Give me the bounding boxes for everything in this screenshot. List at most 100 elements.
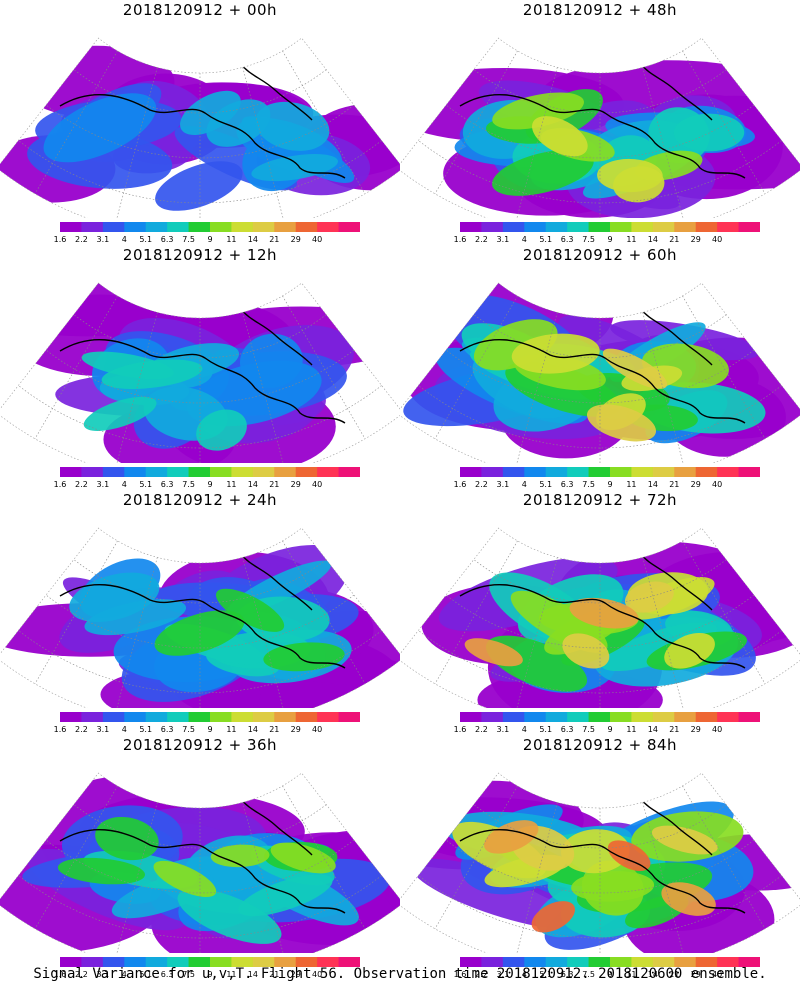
forecast-panel: 2018120912 + 48h 1.6 2.2 3.1 4 5.1 6.3 7.5 9 11 14… bbox=[400, 0, 800, 245]
color-bar-tick-label: 2.2 bbox=[475, 480, 488, 489]
color-bar-segment bbox=[631, 712, 654, 722]
color-bar-segment bbox=[188, 957, 211, 967]
color-bar-segment bbox=[717, 467, 739, 477]
color-bar-tick-label: 9 bbox=[207, 480, 213, 489]
color-bar-tick-label: 4 bbox=[521, 235, 527, 244]
color-bar-segment bbox=[460, 957, 482, 967]
color-bar-tick-label: 29 bbox=[290, 235, 301, 244]
color-bar-segment bbox=[567, 712, 589, 722]
color-bar-segment bbox=[274, 222, 297, 232]
color-bar-segment bbox=[210, 222, 232, 232]
color-bar-tick-label: 3.1 bbox=[496, 725, 510, 734]
color-bar-tick-label: 9 bbox=[207, 235, 213, 244]
color-bar-segment bbox=[610, 957, 632, 967]
color-bar-segment bbox=[252, 222, 275, 232]
color-bar-tick-label: 7.5 bbox=[182, 725, 195, 734]
color-bar-segment bbox=[545, 712, 568, 722]
color-bar-tick-label: 9 bbox=[607, 235, 613, 244]
color-bar-tick-label: 29 bbox=[690, 235, 701, 244]
color-bar-tick-label: 40 bbox=[712, 480, 723, 489]
color-bar-tick-label: 21 bbox=[669, 235, 680, 244]
color-bar-tick-label: 3.1 bbox=[96, 480, 110, 489]
color-bar-tick-label: 40 bbox=[712, 970, 723, 979]
color-bar-tick-label: 11 bbox=[626, 970, 637, 979]
variance-map bbox=[400, 772, 800, 953]
color-bar-segment bbox=[231, 467, 254, 477]
color-bar-segment bbox=[652, 222, 675, 232]
color-bar-segment bbox=[460, 222, 482, 232]
color-bar-segment bbox=[652, 467, 675, 477]
color-bar-segment bbox=[460, 712, 482, 722]
color-bar-tick-label: 4 bbox=[121, 480, 127, 489]
color-bar-segment bbox=[338, 222, 360, 232]
color-bar-tick-label: 14 bbox=[647, 235, 658, 244]
color-bar-tick-label: 29 bbox=[690, 725, 701, 734]
color-bar-segment bbox=[695, 467, 718, 477]
color-bar-segment bbox=[274, 467, 297, 477]
color-bar-segment bbox=[81, 467, 104, 477]
color-bar-tick-label: 29 bbox=[290, 725, 301, 734]
color-bar-tick-label: 21 bbox=[669, 480, 680, 489]
color-bar-segment bbox=[188, 467, 211, 477]
color-bar-tick-label: 21 bbox=[669, 970, 680, 979]
color-bar-tick-label: 6.3 bbox=[560, 235, 574, 244]
color-bar-labels: 1.6 2.2 3.1 4 5.1 6.3 7.5 9 11 14 21 29 40 bbox=[54, 480, 360, 492]
variance-map bbox=[0, 527, 400, 708]
color-bar-segment bbox=[338, 957, 360, 967]
color-bar-tick-label: 11 bbox=[226, 480, 237, 489]
color-bar-segment bbox=[145, 712, 168, 722]
color-bar-segment bbox=[481, 712, 504, 722]
color-bar-tick-label: 2.2 bbox=[75, 480, 88, 489]
color-bar-tick-label: 7.5 bbox=[182, 235, 195, 244]
color-bar-labels: 1.6 2.2 3.1 4 5.1 6.3 7.5 9 11 14 21 29 40 bbox=[454, 480, 760, 492]
color-bar-tick-label: 21 bbox=[269, 970, 280, 979]
forecast-panel: 2018120912 + 24h 1.6 2.2 3.1 4 5.1 6.3 7.5 9 11 14… bbox=[0, 490, 400, 735]
color-bar-tick-label: 6.3 bbox=[160, 725, 174, 734]
color-bar-segment bbox=[274, 712, 297, 722]
color-bar-segment bbox=[188, 712, 211, 722]
color-bar-tick-label: 5.1 bbox=[139, 970, 153, 979]
color-bar-tick-label: 4 bbox=[521, 970, 527, 979]
color-bar-tick-label: 1.6 bbox=[453, 235, 467, 244]
color-bar-segment bbox=[60, 712, 82, 722]
color-bar-segment bbox=[738, 222, 760, 232]
color-bar-tick-label: 1.6 bbox=[453, 725, 467, 734]
color-bar-segment bbox=[60, 222, 82, 232]
color-bar-tick-label: 2.2 bbox=[475, 725, 488, 734]
color-bar bbox=[460, 222, 760, 232]
color-bar-segment bbox=[167, 957, 189, 967]
panel-title: 2018120912 + 00h bbox=[122, 1, 278, 19]
color-bar-tick-label: 3.1 bbox=[496, 235, 510, 244]
color-bar-tick-label: 21 bbox=[669, 725, 680, 734]
color-bar-segment bbox=[145, 957, 168, 967]
color-bar-segment bbox=[524, 222, 547, 232]
color-bar-segment bbox=[317, 957, 339, 967]
color-bar-segment bbox=[502, 222, 525, 232]
color-bar-tick-label: 21 bbox=[269, 235, 280, 244]
figure-caption: Signal Variance for u,v,T. Flight 56. Ob… bbox=[33, 966, 767, 982]
color-bar-tick-label: 21 bbox=[269, 725, 280, 734]
color-bar-tick-label: 29 bbox=[290, 970, 301, 979]
panel-title: 2018120912 + 24h bbox=[122, 491, 278, 509]
color-bar-segment bbox=[652, 712, 675, 722]
color-bar-segment bbox=[481, 222, 504, 232]
color-bar-tick-label: 1.6 bbox=[53, 725, 67, 734]
color-bar-segment bbox=[145, 222, 168, 232]
color-bar-tick-label: 11 bbox=[226, 235, 237, 244]
variance-map bbox=[0, 282, 400, 463]
forecast-panel: 2018120912 + 60h 1.6 2.2 3.1 4 5.1 6.3 7.5 9 11 14… bbox=[400, 245, 800, 490]
forecast-panel: 2018120912 + 84h 1.6 2.2 3.1 4 5.1 6.3 7.5 9 11 14… bbox=[400, 735, 800, 980]
color-bar-segment bbox=[317, 467, 339, 477]
color-bar bbox=[460, 712, 760, 722]
color-bar-tick-label: 7.5 bbox=[582, 480, 595, 489]
color-bar-tick-label: 3.1 bbox=[496, 970, 510, 979]
color-bar-segment bbox=[738, 467, 760, 477]
color-bar-tick-label: 7.5 bbox=[182, 970, 195, 979]
color-bar-segment bbox=[460, 467, 482, 477]
color-bar-tick-label: 2.2 bbox=[75, 725, 88, 734]
color-bar-segment bbox=[252, 712, 275, 722]
color-bar-tick-label: 9 bbox=[207, 970, 213, 979]
color-bar-segment bbox=[674, 712, 697, 722]
color-bar-tick-label: 21 bbox=[269, 480, 280, 489]
color-bar-segment bbox=[231, 712, 254, 722]
